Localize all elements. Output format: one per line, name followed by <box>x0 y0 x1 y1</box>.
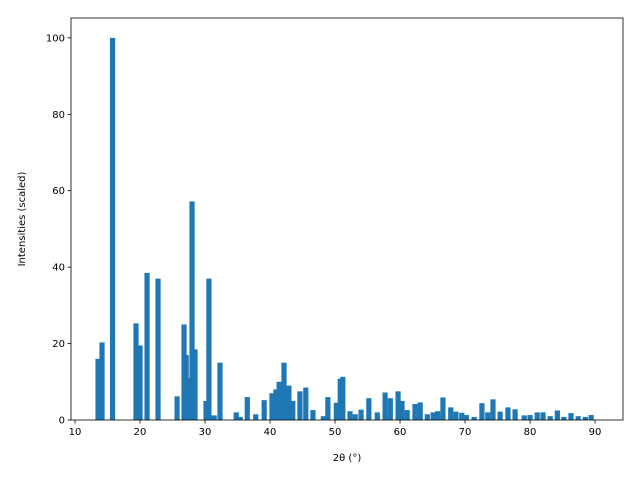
x-axis-label: 2θ (°) <box>333 453 362 464</box>
bar <box>237 416 243 420</box>
bar <box>463 415 469 420</box>
y-axis-label: Intensities (scaled) <box>17 171 28 266</box>
bar <box>521 415 527 420</box>
x-tick-label: 40 <box>264 427 277 438</box>
bar <box>192 349 198 420</box>
x-tick-label: 30 <box>199 427 212 438</box>
bar <box>189 201 195 420</box>
y-tick-label: 0 <box>59 416 65 427</box>
bar <box>424 414 430 420</box>
x-tick-label: 50 <box>329 427 342 438</box>
y-tick-label: 80 <box>52 110 65 121</box>
bar <box>440 397 446 420</box>
bar <box>281 362 287 420</box>
bar <box>325 397 331 420</box>
bar <box>133 323 139 420</box>
x-tick-label: 60 <box>394 427 407 438</box>
bar <box>137 345 143 420</box>
bar <box>244 397 250 420</box>
bar <box>417 402 423 420</box>
bar <box>540 412 546 420</box>
bar <box>269 393 275 420</box>
bar <box>395 391 401 420</box>
bar <box>582 416 588 420</box>
bar <box>333 402 339 420</box>
bar <box>297 391 303 420</box>
bar <box>290 400 296 420</box>
bar <box>174 396 180 420</box>
bar <box>144 272 150 420</box>
bar <box>435 411 441 420</box>
bar <box>554 410 560 420</box>
x-tick-label: 80 <box>524 427 537 438</box>
bar <box>479 403 485 420</box>
bar <box>430 412 436 420</box>
bar <box>459 412 465 420</box>
bar <box>99 342 105 420</box>
bar <box>382 392 388 420</box>
bar <box>561 416 567 420</box>
bar <box>217 362 223 420</box>
x-tick-label: 90 <box>589 427 602 438</box>
bar <box>485 412 491 420</box>
y-tick-label: 40 <box>52 263 65 274</box>
bar <box>471 416 477 420</box>
bar <box>273 389 279 420</box>
bar <box>155 278 161 420</box>
bar <box>286 385 292 420</box>
bar <box>453 411 459 420</box>
bar <box>211 415 217 420</box>
y-tick-label: 100 <box>46 33 65 44</box>
bar <box>575 416 581 420</box>
bar <box>347 411 353 420</box>
bar <box>320 416 326 420</box>
bar <box>534 412 540 420</box>
bar <box>358 409 364 420</box>
bar <box>490 399 496 420</box>
y-tick-label: 60 <box>52 186 65 197</box>
bar <box>109 37 116 420</box>
bar <box>505 407 511 420</box>
bar <box>448 407 454 420</box>
x-tick-label: 20 <box>134 427 147 438</box>
bar <box>276 381 282 420</box>
bar <box>303 387 309 420</box>
bar <box>588 415 594 420</box>
bar <box>233 412 239 420</box>
bar <box>95 358 101 420</box>
bar <box>387 398 393 420</box>
bar <box>374 412 380 420</box>
bar <box>185 377 191 420</box>
x-tick-label: 10 <box>69 427 82 438</box>
bar <box>412 403 418 420</box>
bar <box>340 376 346 420</box>
bar <box>261 400 267 420</box>
bar <box>203 400 209 420</box>
bar <box>512 409 518 420</box>
bar <box>206 278 212 420</box>
bar <box>253 414 259 420</box>
x-tick-label: 70 <box>459 427 472 438</box>
bar <box>352 414 358 420</box>
bar <box>547 416 553 420</box>
y-tick-label: 20 <box>52 339 65 350</box>
bar <box>497 411 503 420</box>
plot-frame <box>70 17 624 421</box>
bar <box>568 413 574 420</box>
bar <box>310 410 316 420</box>
bar <box>527 415 533 420</box>
bar <box>366 398 372 420</box>
bar <box>399 400 405 420</box>
bar <box>404 410 410 420</box>
